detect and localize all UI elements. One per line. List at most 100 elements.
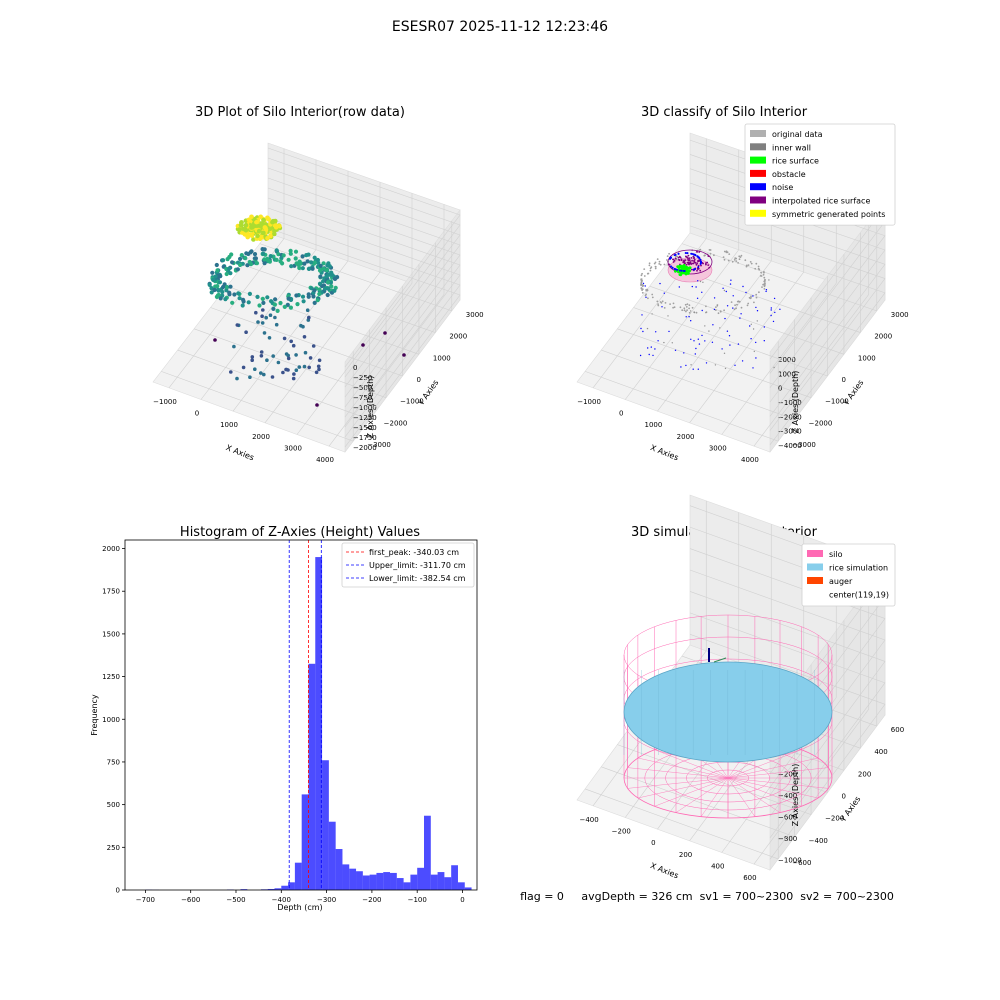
noise-point: [655, 331, 657, 333]
x-tick-label: −500: [226, 896, 245, 904]
data-point: [249, 233, 255, 238]
original-point: [763, 280, 766, 283]
original-point: [714, 309, 717, 311]
z-grid-line: [689, 591, 886, 817]
original-point: [740, 306, 743, 309]
noise-point: [647, 347, 649, 349]
data-point: [238, 262, 243, 268]
noise-point: [697, 368, 699, 370]
x-axis-label: X Axies: [649, 443, 680, 462]
data-point: [285, 302, 290, 307]
interpolated-point: [680, 259, 683, 262]
data-point: [270, 375, 275, 379]
noise-point: [694, 254, 697, 257]
noise-point: [670, 256, 672, 259]
original-point: [723, 309, 725, 312]
data-point: [304, 253, 309, 258]
noise-point: [713, 308, 716, 311]
original-point: [657, 304, 660, 307]
original-point: [717, 312, 720, 315]
histogram-bar: [464, 887, 472, 890]
data-point: [294, 368, 299, 373]
data-point: [255, 233, 260, 239]
y-grid-line: [584, 371, 779, 442]
data-point: [260, 247, 265, 252]
noise-point: [763, 340, 765, 342]
noise-point: [773, 366, 775, 369]
original-point: [664, 302, 667, 304]
legend-swatch: [750, 183, 766, 191]
data-point: [239, 253, 244, 258]
original-point: [755, 293, 758, 296]
data-point: [232, 292, 237, 297]
noise-point: [724, 317, 726, 320]
noise-point: [699, 263, 702, 265]
original-point: [683, 307, 686, 310]
data-point: [299, 323, 303, 328]
histogram-bar: [369, 874, 377, 890]
original-point: [699, 248, 702, 251]
legend-label: auger: [829, 577, 853, 586]
original-point: [763, 285, 766, 288]
legend-swatch: [807, 577, 823, 584]
data-point: [247, 259, 252, 265]
rice-surface-point: [684, 266, 688, 269]
data-point: [281, 253, 286, 258]
data-point: [297, 365, 302, 369]
legend-swatch: [750, 169, 766, 177]
original-point: [645, 293, 647, 296]
y-tick-label: 250: [107, 844, 120, 852]
interpolated-point: [685, 263, 688, 266]
noise-point: [770, 314, 772, 317]
x-axis-label: X Axies: [649, 861, 680, 880]
data-point: [383, 331, 387, 335]
noise-point: [673, 254, 676, 257]
z-tick-label: −500: [353, 384, 372, 392]
noise-point: [728, 335, 731, 337]
data-point: [265, 358, 269, 363]
data-point: [329, 284, 334, 289]
data-point: [240, 303, 245, 308]
noise-point: [690, 338, 692, 340]
noise-point: [690, 364, 692, 366]
legend-label: silo: [829, 550, 843, 559]
interpolated-point: [672, 258, 674, 261]
original-point: [749, 261, 752, 263]
data-point: [321, 279, 326, 284]
data-point: [253, 256, 258, 261]
noise-point: [695, 347, 697, 350]
histogram-bar: [437, 872, 445, 890]
data-point: [229, 370, 233, 374]
noise-point: [737, 343, 740, 345]
y-tick-label: 3000: [466, 311, 484, 319]
noise-point: [752, 367, 754, 369]
data-point: [230, 300, 235, 305]
interpolated-point: [693, 257, 695, 260]
data-point: [301, 299, 306, 304]
noise-point: [749, 325, 751, 327]
noise-point: [642, 330, 644, 333]
noise-point: [774, 311, 776, 314]
original-point: [640, 281, 643, 284]
original-point: [734, 257, 737, 260]
legend-swatch: [750, 196, 766, 204]
x-tick-label: 400: [711, 863, 724, 871]
noise-point: [685, 316, 687, 318]
data-point: [306, 292, 311, 297]
data-point: [267, 336, 272, 340]
z-tick-label: −1250: [353, 414, 377, 422]
data-point: [273, 315, 277, 320]
data-point: [268, 313, 273, 318]
noise-point: [699, 258, 702, 261]
data-point: [318, 263, 323, 268]
noise-point: [723, 289, 726, 292]
data-point: [307, 315, 311, 320]
noise-point: [729, 344, 731, 346]
interpolated-point: [687, 258, 689, 260]
data-point: [259, 350, 264, 354]
silo-floor-spoke: [727, 749, 802, 779]
interpolated-point: [688, 257, 691, 260]
original-point: [748, 296, 751, 299]
data-point: [228, 271, 233, 276]
interpolated-point: [678, 258, 680, 261]
